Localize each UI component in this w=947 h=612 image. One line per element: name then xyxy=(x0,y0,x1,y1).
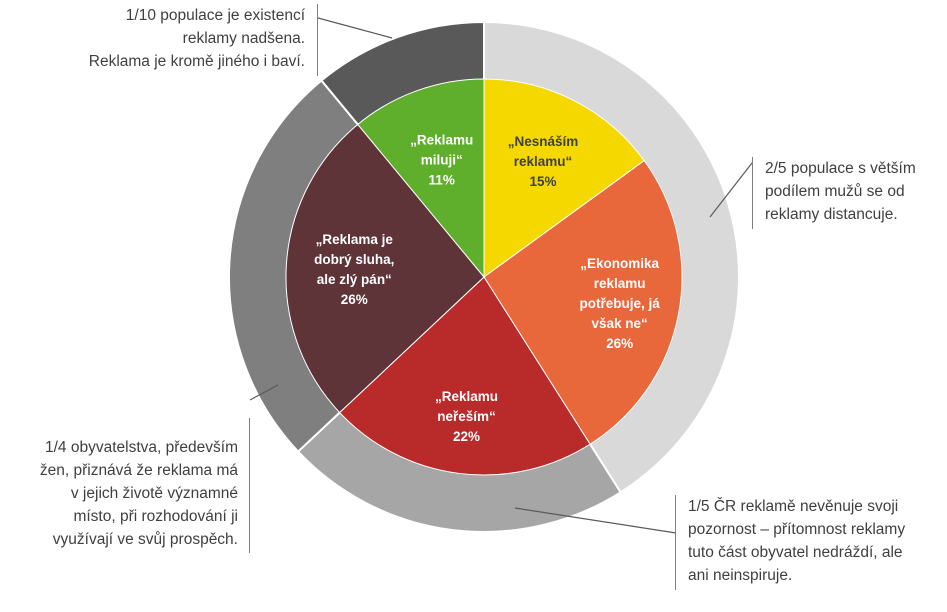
slice-label-2: „Reklamu neřeším“ 22% xyxy=(435,389,498,444)
leader-line-2 xyxy=(249,384,279,401)
annotation-line: 1/4 obyvatelstva, především xyxy=(45,439,238,456)
pie-slice-2 xyxy=(338,276,591,476)
slice-percent: 15% xyxy=(529,174,556,189)
annotation-line: Reklama je kromě jiného i baví. xyxy=(88,53,305,70)
slice-text-line: potřebuje, já xyxy=(579,296,660,311)
slice-text-line: však ne“ xyxy=(591,316,647,331)
slice-percent: 11% xyxy=(429,172,455,187)
slice-labels: „Nesnáším reklamu“ 15% „Ekonomika reklamu pot… xyxy=(314,132,660,444)
slice-text-line: miluji“ xyxy=(421,152,463,167)
pie-slice-3 xyxy=(285,123,485,414)
pie-slice-4 xyxy=(357,78,485,279)
leader-line-1 xyxy=(709,162,753,218)
annotation-bar xyxy=(752,157,753,229)
slice-text-line: „Reklamu xyxy=(410,132,473,147)
annotation-line: tuto část obyvatel nedráždí, ale xyxy=(688,544,903,561)
annotation-line: žen, přiznává že reklama má xyxy=(39,462,238,479)
annotation-line: 1/10 populace je existencí xyxy=(125,7,305,24)
slice-label-1: „Ekonomika reklamu potřebuje, já však ne“ 26… xyxy=(579,256,660,351)
slice-text-line: „Nesnáším xyxy=(508,134,579,149)
annotation-line: 2/5 populace s větším xyxy=(765,160,916,177)
pie-slice-0 xyxy=(483,78,645,278)
leader-lines xyxy=(249,17,753,534)
annotation-line: v jejich životě významné xyxy=(70,485,238,502)
annotation-one-fifth: 1/5 ČR reklamě nevěnuje svoji pozornost … xyxy=(675,495,938,590)
slice-text-line: reklamu xyxy=(594,276,646,291)
annotation-two-fifths: 2/5 populace s větším podílem mužů se od… xyxy=(752,157,943,229)
slice-text-line: ale zlý pán“ xyxy=(317,272,392,287)
annotation-line: podílem mužů se od xyxy=(765,183,905,200)
slice-text-line: „Ekonomika xyxy=(580,256,659,271)
annotation-line: reklamy nadšena. xyxy=(182,30,305,47)
pie-slice-1 xyxy=(483,159,683,445)
annotation-line: ani neinspiruje. xyxy=(688,567,793,584)
annotation-bar xyxy=(249,418,250,553)
leader-line-3 xyxy=(514,507,677,534)
slice-text-line: neřeším“ xyxy=(437,409,496,424)
slice-text-line: reklamu“ xyxy=(514,154,573,169)
slice-label-3: „Reklama je dobrý sluha, ale zlý pán“ 26% xyxy=(314,232,394,307)
slice-text-line: dobrý sluha, xyxy=(314,252,394,267)
inner-pie xyxy=(285,78,683,476)
annotation-bar xyxy=(675,495,676,590)
annotation-line: místo, při rozhodování ji xyxy=(73,508,238,525)
annotation-bar xyxy=(317,4,318,76)
slice-text-line: „Reklama je xyxy=(316,232,394,247)
slice-text-line: „Reklamu xyxy=(435,389,498,404)
leader-line-0 xyxy=(317,17,393,39)
annotation-line: pozornost – přítomnost reklamy xyxy=(688,521,906,538)
slice-label-0: „Nesnáším reklamu“ 15% xyxy=(508,134,579,189)
annotation-one-tenth: 1/10 populace je existencí reklamy nadše… xyxy=(20,4,318,76)
annotation-one-quarter: 1/4 obyvatelstva, především žen, přiznáv… xyxy=(14,418,250,553)
slice-percent: 26% xyxy=(606,336,633,351)
slice-percent: 22% xyxy=(453,429,480,444)
annotation-line: využívají ve svůj prospěch. xyxy=(52,531,238,548)
annotation-line: reklamy distancuje. xyxy=(765,206,898,223)
annotation-line: 1/5 ČR reklamě nevěnuje svoji xyxy=(688,498,899,515)
slice-percent: 26% xyxy=(341,292,368,307)
slice-label-4: „Reklamu miluji“ 11% xyxy=(410,132,473,187)
